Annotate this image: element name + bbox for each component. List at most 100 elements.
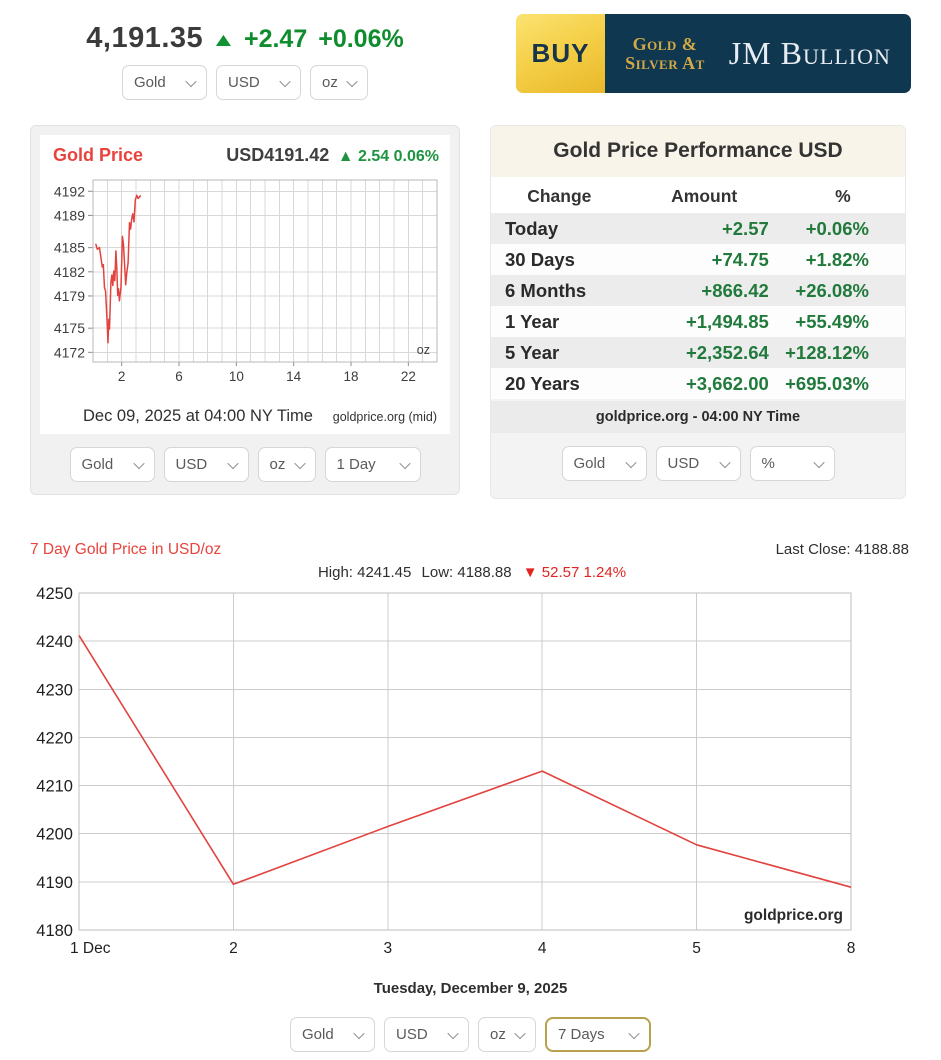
jm-bullion-logo: JM Bullion	[728, 35, 891, 71]
perf-currency-select[interactable]: USD	[655, 446, 741, 481]
svg-text:4190: 4190	[36, 874, 73, 892]
svg-text:3: 3	[383, 940, 392, 957]
spot-price-line: 4,191.35 ▲ +2.47 +0.06%	[30, 22, 460, 55]
mini-chart-change: 2.54 0.06%	[358, 148, 439, 165]
row-amount: +3,662.00	[685, 372, 769, 394]
svg-text:4175: 4175	[54, 320, 85, 336]
chevron-down-icon	[226, 457, 239, 469]
col-change: Change	[527, 186, 592, 206]
seven-day-chart-section: 7 Day Gold Price in USD/oz Last Close: 4…	[30, 541, 911, 1052]
metal-select-value: Gold	[134, 74, 166, 91]
currency-select[interactable]: USD	[216, 65, 301, 100]
mini-weight-unit-select[interactable]: oz	[257, 447, 316, 482]
col-amount: Amount	[671, 186, 738, 206]
jm-bullion-ad-banner[interactable]: BUY Gold & Silver At JM Bullion	[516, 14, 911, 93]
svg-text:4220: 4220	[36, 729, 73, 747]
chevron-down-icon	[812, 456, 825, 468]
mini-metal-select-value: Gold	[81, 456, 114, 473]
big-weight-unit-select[interactable]: oz	[478, 1017, 536, 1052]
row-amount: +2.57	[721, 217, 769, 239]
performance-footer: goldprice.org - 04:00 NY Time	[491, 401, 905, 433]
svg-text:4189: 4189	[54, 207, 85, 223]
table-row: 20 Years +3,662.00 +695.03%	[491, 368, 905, 399]
banner-tagline-line2: Silver At	[625, 52, 705, 73]
mini-chart-quote-group: USD4191.42 ▲ 2.54 0.06%	[226, 145, 439, 166]
svg-text:6: 6	[175, 369, 183, 384]
svg-text:4: 4	[538, 940, 547, 957]
perf-metal-select-value: Gold	[573, 455, 606, 472]
chart-date-caption: Tuesday, December 9, 2025	[373, 980, 568, 997]
svg-text:1 Dec: 1 Dec	[70, 940, 111, 957]
perf-display-select-value: %	[761, 455, 775, 472]
spot-change-amount: +2.47	[243, 25, 308, 53]
big-range-select[interactable]: 7 Days	[545, 1017, 651, 1052]
big-currency-select-value: USD	[396, 1026, 428, 1043]
mini-chart-source: goldprice.org (mid)	[332, 410, 437, 424]
svg-text:4210: 4210	[36, 778, 73, 796]
low-label: Low: 4188.88	[421, 564, 512, 581]
big-metal-select-value: Gold	[302, 1026, 334, 1043]
middle-row: Gold Price USD4191.42 ▲ 2.54 0.06% 4192 4…	[30, 125, 911, 499]
performance-table-body: Today +2.57 +0.06% 30 Days +74.75 +1.82% 6 Mon…	[491, 213, 905, 399]
svg-text:4200: 4200	[36, 826, 73, 844]
perf-currency-select-value: USD	[667, 455, 700, 472]
svg-text:18: 18	[343, 369, 358, 384]
row-label: 30 Days	[505, 248, 575, 270]
big-range-select-value: 7 Days	[558, 1026, 605, 1043]
table-row: 6 Months +866.42 +26.08%	[491, 275, 905, 306]
row-label: 6 Months	[505, 279, 587, 301]
perf-display-select[interactable]: %	[749, 446, 835, 481]
row-percent: +128.12%	[785, 341, 869, 363]
spot-price: 4,191.35	[86, 22, 204, 54]
row-percent: +695.03%	[785, 372, 869, 394]
mini-chart-card: Gold Price USD4191.42 ▲ 2.54 0.06% 4192 4…	[40, 135, 450, 434]
mini-range-select-value: 1 Day	[336, 456, 376, 473]
svg-text:4230: 4230	[36, 681, 73, 699]
row-label: 5 Year	[505, 341, 560, 363]
svg-text:2: 2	[229, 940, 238, 957]
chevron-down-icon	[718, 456, 731, 468]
svg-text:5: 5	[692, 940, 701, 957]
svg-text:4180: 4180	[36, 922, 73, 940]
row-percent: +0.06%	[805, 217, 869, 239]
mini-currency-select-value: USD	[175, 456, 208, 473]
mini-currency-select[interactable]: USD	[163, 447, 249, 482]
weight-unit-select[interactable]: oz	[310, 65, 368, 100]
mini-chart-timestamp: Dec 09, 2025 at 04:00 NY Time	[83, 407, 313, 425]
svg-text:8: 8	[847, 940, 856, 957]
mini-chart-quote: USD4191.42	[226, 145, 330, 165]
chevron-down-icon	[447, 1027, 459, 1039]
metal-select[interactable]: Gold	[122, 65, 207, 100]
chevron-down-icon	[624, 456, 637, 468]
chevron-down-icon	[279, 75, 291, 87]
mini-weight-unit-select-value: oz	[269, 456, 286, 473]
chevron-down-icon	[293, 457, 306, 469]
perf-metal-select[interactable]: Gold	[561, 446, 647, 481]
mini-range-select[interactable]: 1 Day	[324, 447, 421, 482]
mini-chart-panel: Gold Price USD4191.42 ▲ 2.54 0.06% 4192 4…	[30, 125, 460, 495]
chevron-down-icon	[346, 75, 358, 87]
row-label: 20 Years	[505, 372, 580, 394]
up-triangle-icon: ▲	[210, 30, 237, 51]
seven-day-chart-title: 7 Day Gold Price in USD/oz	[30, 541, 222, 558]
svg-text:goldprice.org: goldprice.org	[744, 907, 843, 924]
svg-text:oz: oz	[417, 343, 430, 357]
high-label: High: 4241.45	[317, 564, 412, 581]
svg-text:22: 22	[401, 369, 416, 384]
row-percent: +1.82%	[805, 248, 869, 270]
mini-chart-footer: Dec 09, 2025 at 04:00 NY Time goldprice.…	[45, 405, 445, 430]
mini-chart-title: Gold Price	[53, 145, 144, 165]
performance-table-header: Change Amount %	[491, 177, 905, 213]
big-currency-select[interactable]: USD	[384, 1017, 469, 1052]
row-amount: +2,352.64	[685, 341, 769, 363]
mini-metal-select[interactable]: Gold	[69, 447, 155, 482]
banner-tagline: Gold & Silver At	[625, 35, 705, 72]
performance-selects: Gold USD %	[491, 433, 905, 498]
top-row: 4,191.35 ▲ +2.47 +0.06% Gold USD oz	[30, 14, 911, 100]
svg-text:4179: 4179	[54, 288, 85, 304]
big-metal-select[interactable]: Gold	[290, 1017, 375, 1052]
buy-button[interactable]: BUY	[516, 14, 605, 93]
